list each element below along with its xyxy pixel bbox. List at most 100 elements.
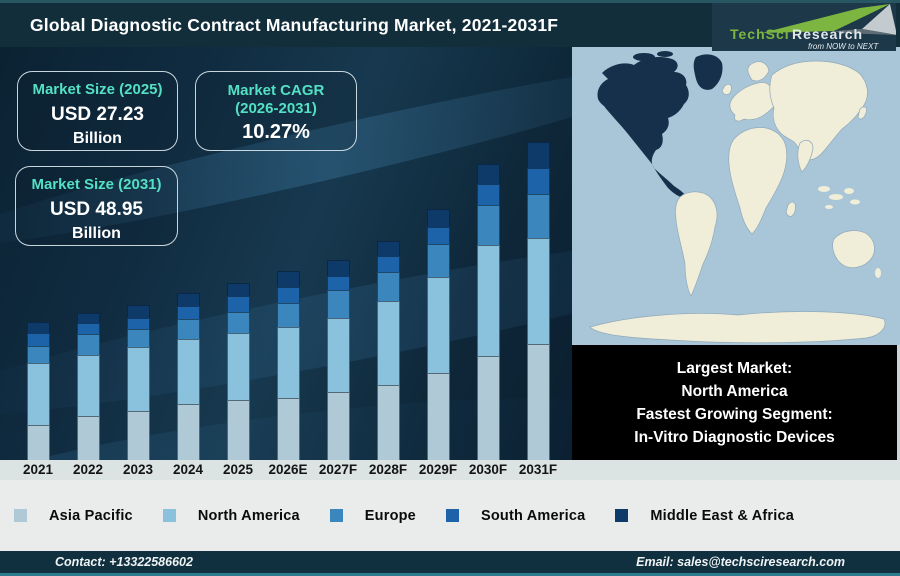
stat-value: 10.27% xyxy=(242,121,310,143)
bar-2030F xyxy=(476,164,500,460)
bar-chart-panel: Market Size (2025) USD 27.23 Billion Mar… xyxy=(0,47,572,460)
map-region-south-america xyxy=(675,191,718,297)
bar-segment-south-america xyxy=(326,276,350,291)
bar-2028F xyxy=(376,240,400,460)
map-region-australia xyxy=(832,230,875,269)
bar-segment-middle-east-africa xyxy=(76,313,100,324)
callout-line: Largest Market: xyxy=(676,359,793,377)
bar-segment-north-america xyxy=(376,301,400,386)
world-map xyxy=(572,47,900,345)
bar-segment-south-america xyxy=(526,167,550,195)
bar-segment-north-america xyxy=(76,354,100,417)
x-axis-label-2021: 2021 xyxy=(22,462,54,477)
map-arctic-islands xyxy=(633,53,655,61)
bar-segment-north-america xyxy=(276,326,300,398)
stat-box-market-cagr: Market CAGR (2026-2031) 10.27% xyxy=(195,71,357,151)
x-axis-label-2025: 2025 xyxy=(222,462,254,477)
map-region-new-zealand xyxy=(875,268,881,278)
logo-arrow-head-icon xyxy=(862,4,896,35)
stat-unit: Billion xyxy=(73,130,122,147)
logo-brand-secondary: Research xyxy=(792,26,863,42)
callout-line: North America xyxy=(681,382,788,400)
bar-segment-middle-east-africa xyxy=(426,209,450,228)
bar-2025 xyxy=(226,282,250,460)
map-arctic-islands xyxy=(657,51,673,57)
x-axis-label-2024: 2024 xyxy=(172,462,204,477)
stat-heading: Market Size (2031) xyxy=(31,176,162,193)
bar-segment-europe xyxy=(526,194,550,239)
legend-swatch-icon xyxy=(14,509,27,522)
world-map-panel xyxy=(572,47,900,345)
bar-segment-asia-pacific xyxy=(426,372,450,460)
stat-value: USD 27.23 xyxy=(51,104,144,125)
stat-heading: (2026-2031) xyxy=(235,100,317,117)
map-region-uk xyxy=(721,83,732,96)
x-axis-label-2031F: 2031F xyxy=(518,462,558,477)
map-region-greenland xyxy=(693,54,723,90)
bar-2024 xyxy=(176,293,200,460)
legend-label: Middle East & Africa xyxy=(650,507,795,524)
x-axis-label-2028F: 2028F xyxy=(368,462,408,477)
x-axis-label-2023: 2023 xyxy=(122,462,154,477)
bar-2022 xyxy=(76,313,100,460)
bar-segment-middle-east-africa xyxy=(326,259,350,277)
footer-bar: Contact: +13322586602 Email: sales@techs… xyxy=(0,551,900,576)
footer-email: Email: sales@techsciresearch.com xyxy=(636,555,845,569)
legend-item-south-america: South America xyxy=(445,508,585,524)
bar-segment-south-america xyxy=(176,306,200,319)
x-axis-strip: 2021 2022 2023 2024 2025 2026E 2027F 2028F 2029F… xyxy=(0,460,900,480)
legend-swatch-icon xyxy=(445,509,459,522)
footer-contact: Contact: +13322586602 xyxy=(55,555,193,569)
bar-segment-middle-east-africa xyxy=(476,164,500,184)
bar-segment-europe xyxy=(176,319,200,339)
legend-swatch-icon xyxy=(329,509,343,522)
bar-segment-north-america xyxy=(126,346,150,411)
bar-segment-south-america xyxy=(476,183,500,206)
map-region-europe xyxy=(729,82,781,122)
map-region-se-asia xyxy=(829,194,843,200)
callout-line: Fastest Growing Segment: xyxy=(636,405,833,423)
legend-item-middle-east-africa: Middle East & Africa xyxy=(615,508,794,524)
page-title: Global Diagnostic Contract Manufacturing… xyxy=(30,14,559,35)
map-region-madagascar xyxy=(785,201,796,217)
bar-segment-north-america xyxy=(226,333,250,401)
x-axis-label-2030F: 2030F xyxy=(468,462,508,477)
logo-brand-primary: TechSci xyxy=(730,26,790,42)
map-region-japan xyxy=(857,106,867,120)
map-region-se-asia xyxy=(850,199,860,205)
bar-segment-south-america xyxy=(76,323,100,335)
bar-segment-asia-pacific xyxy=(326,392,350,460)
bar-segment-asia-pacific xyxy=(126,410,150,460)
bar-segment-north-america xyxy=(476,244,500,356)
bar-segment-north-america xyxy=(326,317,350,393)
map-region-se-asia xyxy=(825,205,833,209)
legend-swatch-icon xyxy=(162,509,176,522)
bar-segment-europe xyxy=(126,328,150,347)
bar-segment-europe xyxy=(376,272,400,302)
bar-segment-asia-pacific xyxy=(276,397,300,460)
x-axis-label-2027F: 2027F xyxy=(318,462,358,477)
techsci-logo-graphic: TechSci Research from NOW to NEXT xyxy=(730,4,896,51)
bar-2029F xyxy=(426,209,450,460)
legend-label: North America xyxy=(197,507,300,524)
bar-2023 xyxy=(126,304,150,460)
bar-segment-europe xyxy=(76,334,100,355)
bar-segment-south-america xyxy=(226,295,250,312)
bar-segment-asia-pacific xyxy=(376,385,400,460)
bar-segment-south-america xyxy=(26,332,50,346)
x-axis-labels: 2021 2022 2023 2024 2025 2026E 2027F 2028F 2029F… xyxy=(13,462,563,477)
bar-segment-north-america xyxy=(176,338,200,404)
stat-heading: Market Size (2025) xyxy=(32,81,163,98)
x-axis-label-2029F: 2029F xyxy=(418,462,458,477)
map-region-north-america xyxy=(597,57,689,198)
bar-segment-europe xyxy=(276,303,300,327)
bar-segment-asia-pacific xyxy=(76,416,100,460)
legend-label: Asia Pacific xyxy=(49,507,133,524)
bar-segment-south-america xyxy=(426,227,450,245)
bar-segment-asia-pacific xyxy=(176,403,200,460)
x-axis-label-2026E: 2026E xyxy=(268,462,308,477)
bar-segment-middle-east-africa xyxy=(26,322,50,333)
bar-segment-middle-east-africa xyxy=(126,304,150,318)
bar-segment-europe xyxy=(476,205,500,245)
bar-segment-asia-pacific xyxy=(226,400,250,460)
